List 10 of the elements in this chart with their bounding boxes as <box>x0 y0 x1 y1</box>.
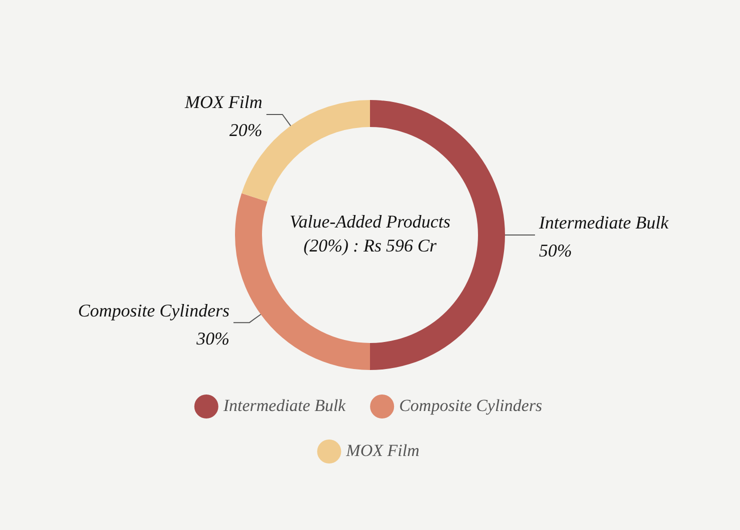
legend-label: Intermediate Bulk <box>222 396 346 415</box>
data-label: 20% <box>229 120 262 140</box>
slice-label: Intermediate Bulk <box>538 212 670 233</box>
legend-label: MOX Film <box>345 440 420 460</box>
slice-label: Composite Cylinders <box>78 300 230 320</box>
legend-label: Composite Cylinders <box>399 396 543 415</box>
data-label: 30% <box>195 328 230 348</box>
text: Value-Added Products (20%) : Rs 596 Cr <box>290 212 450 256</box>
data-label: 50% <box>539 240 572 261</box>
slice-label: MOX Film <box>184 92 262 112</box>
